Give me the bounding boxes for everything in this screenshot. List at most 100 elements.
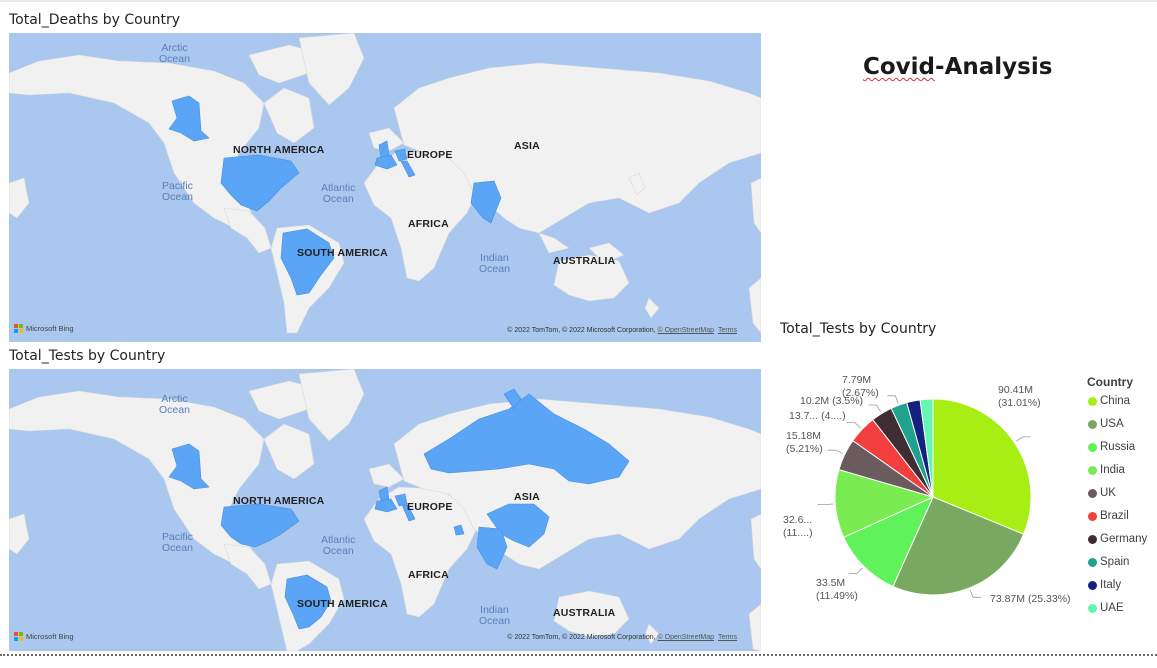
legend-dot-icon <box>1088 603 1097 613</box>
north-america-label: NORTH AMERICA <box>233 495 325 507</box>
tests-map-svg <box>9 369 761 651</box>
pie-slice-india[interactable] <box>834 468 935 538</box>
europe-label: EUROPE <box>407 501 453 513</box>
legend-title: Country <box>1087 375 1133 389</box>
africa-label: AFRICA <box>408 218 449 230</box>
tests-map[interactable]: Arctic Ocean Pacific Ocean Atlantic Ocean I… <box>9 369 761 651</box>
deaths-map-title: Total_Deaths by Country <box>9 12 181 28</box>
data-label-line: 13.7... (4....) <box>789 410 846 422</box>
leader-line-germany <box>868 404 882 413</box>
data-label-uk: 15.18M (5.21%) <box>786 430 823 456</box>
atlantic-ocean-label: Atlantic Ocean <box>321 182 356 205</box>
data-label-line: 73.87M (25.33%) <box>990 593 1071 605</box>
legend-item-brazil[interactable]: Brazil <box>1088 510 1129 522</box>
data-label-china: 90.41M (31.01%) <box>998 384 1041 410</box>
legend-dot-icon <box>1088 534 1097 544</box>
legend-label: Brazil <box>1100 510 1129 522</box>
pie-chart-title: Total_Tests by Country <box>780 321 937 337</box>
pacific-ocean-label: Pacific Ocean <box>162 180 193 203</box>
pie-slice-usa[interactable] <box>892 496 1025 596</box>
map-copyright: © 2022 TomTom, © 2022 Microsoft Corporat… <box>507 327 737 334</box>
arctic-ocean-label: Arctic Ocean <box>159 42 190 65</box>
data-label-line: (11.49%) <box>816 590 858 602</box>
terms-link[interactable]: Terms <box>717 327 737 334</box>
microsoft-logo-icon <box>14 632 23 641</box>
bottom-border <box>0 654 1157 656</box>
dashboard-title: Covid-Analysis <box>863 54 1052 80</box>
indian-ocean-label: Indian Ocean <box>479 604 510 627</box>
legend-label: Russia <box>1100 441 1136 453</box>
legend-item-spain[interactable]: Spain <box>1088 556 1129 568</box>
data-label-line: 90.41M <box>998 384 1034 396</box>
arctic-ocean-label: Arctic Ocean <box>159 393 190 416</box>
legend-item-india[interactable]: India <box>1088 464 1125 476</box>
tests-highlight <box>168 388 630 630</box>
asia-label: ASIA <box>514 140 540 152</box>
data-label-line: 7.79M <box>842 374 872 386</box>
data-label-usa: 73.87M (25.33%) <box>990 593 1071 606</box>
legend-item-germany[interactable]: Germany <box>1088 533 1147 545</box>
north-america-label: NORTH AMERICA <box>233 144 325 156</box>
legend-item-uk[interactable]: UK <box>1088 487 1116 499</box>
openstreetmap-link[interactable]: © OpenStreetMap <box>657 327 715 334</box>
pacific-ocean-label: Pacific Ocean <box>162 531 193 554</box>
legend-dot-icon <box>1088 419 1097 429</box>
data-label-spain: 7.79M (2.67%) <box>842 374 879 400</box>
data-label-line: (31.01%) <box>998 397 1041 409</box>
data-label-line: 33.5M <box>816 577 846 589</box>
legend-label: UAE <box>1100 602 1124 614</box>
leader-line-russia <box>848 567 863 574</box>
europe-label: EUROPE <box>407 149 453 161</box>
pie-chart[interactable] <box>770 360 1080 620</box>
top-border <box>0 0 1157 2</box>
legend-dot-icon <box>1088 396 1097 406</box>
south-america-label: SOUTH AMERICA <box>297 598 388 610</box>
microsoft-logo-icon <box>14 324 23 333</box>
asia-label: ASIA <box>514 491 540 503</box>
data-label-russia: 33.5M (11.49%) <box>816 577 858 603</box>
data-label-brazil: 13.7... (4....) <box>789 410 846 423</box>
australia-label: AUSTRALIA <box>553 607 616 619</box>
pie-slice-china[interactable] <box>932 398 1032 535</box>
legend-dot-icon <box>1088 580 1097 590</box>
legend-dot-icon <box>1088 511 1097 521</box>
legend-item-russia[interactable]: Russia <box>1088 441 1135 453</box>
data-label-germany: 10.2M (3.5%) <box>800 395 863 408</box>
legend-item-uae[interactable]: UAE <box>1088 602 1124 614</box>
terms-link[interactable]: Terms <box>717 634 737 641</box>
legend-dot-icon <box>1088 557 1097 567</box>
legend-label: Germany <box>1100 533 1148 545</box>
legend-item-china[interactable]: China <box>1088 395 1130 407</box>
dashboard-title-word: Covid <box>863 54 936 80</box>
pie-slice-uae[interactable] <box>919 398 934 498</box>
deaths-map[interactable]: Arctic Ocean Pacific Ocean Atlantic Ocean I… <box>9 33 761 342</box>
atlantic-ocean-label: Atlantic Ocean <box>321 534 356 557</box>
data-label-line: 32.6... <box>783 514 813 526</box>
leader-line-brazil <box>846 422 861 429</box>
legend-dot-icon <box>1088 488 1097 498</box>
data-label-line: (2.67%) <box>842 387 879 399</box>
legend-item-usa[interactable]: USA <box>1088 418 1124 430</box>
tests-map-title: Total_Tests by Country <box>9 348 166 364</box>
indian-ocean-label: Indian Ocean <box>479 252 510 275</box>
legend-item-italy[interactable]: Italy <box>1088 579 1121 591</box>
leader-line-uk <box>827 449 844 455</box>
leader-line-usa <box>969 589 982 598</box>
leader-line-china <box>1015 436 1031 442</box>
data-label-line: (11....) <box>783 527 813 539</box>
legend-label: USA <box>1100 418 1124 430</box>
legend-label: Spain <box>1100 556 1130 568</box>
bing-attribution: Microsoft Bing <box>14 324 74 333</box>
bing-attribution: Microsoft Bing <box>14 632 74 641</box>
data-label-line: 10.2M (3.5%) <box>800 395 864 407</box>
legend-dot-icon <box>1088 442 1097 452</box>
africa-label: AFRICA <box>408 569 449 581</box>
openstreetmap-link[interactable]: © OpenStreetMap <box>657 634 715 641</box>
dashboard-title-suffix: -Analysis <box>935 54 1053 80</box>
legend-label: Italy <box>1100 579 1122 591</box>
map-copyright: © 2022 TomTom, © 2022 Microsoft Corporat… <box>507 634 737 641</box>
pie-slice-russia[interactable] <box>842 496 934 588</box>
south-america-label: SOUTH AMERICA <box>297 247 388 259</box>
data-label-line: 15.18M <box>786 430 822 442</box>
legend-label: India <box>1100 464 1125 476</box>
